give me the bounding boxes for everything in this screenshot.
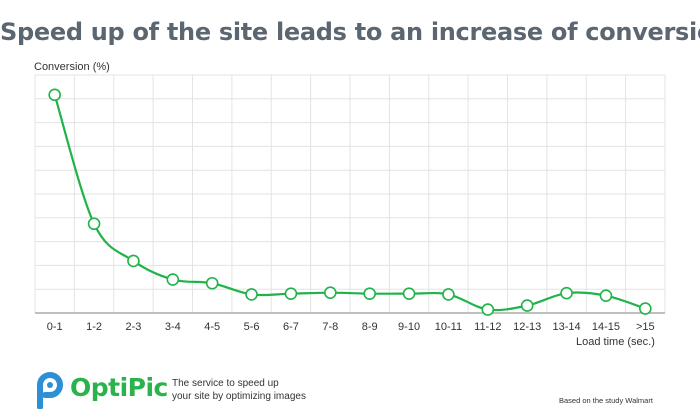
line-chart: 0-1 1-2 2-3 3-4 4-5 5-6 6-7 7-8 8-9 9-10 10-11 11-1… bbox=[34, 74, 666, 333]
x-tick-labels: 0-1 1-2 2-3 3-4 4-5 5-6 6-7 7-8 8-9 9-10 10-11 11-1… bbox=[47, 321, 655, 333]
x-tick-label: 3-4 bbox=[165, 321, 181, 333]
x-tick-label: 6-7 bbox=[283, 321, 299, 333]
x-tick-label: 13-14 bbox=[552, 321, 580, 333]
optipic-brand-name: OptiPic bbox=[70, 373, 168, 402]
x-tick-label: 14-15 bbox=[592, 321, 620, 333]
data-point-4-5 bbox=[205, 276, 219, 290]
x-tick-label: >15 bbox=[636, 321, 655, 333]
data-point-5-6 bbox=[245, 288, 258, 301]
tagline-line-1: The service to speed up bbox=[172, 378, 279, 389]
x-tick-label: 0-1 bbox=[47, 321, 63, 333]
optipic-logo-icon bbox=[37, 372, 63, 409]
x-tick-label: 4-5 bbox=[204, 321, 220, 333]
data-point-8-9 bbox=[363, 287, 376, 300]
x-tick-label: 12-13 bbox=[513, 321, 541, 333]
x-tick-label: 10-11 bbox=[435, 321, 462, 333]
data-point-11-12 bbox=[481, 303, 495, 316]
x-tick-label: 5-6 bbox=[244, 321, 260, 333]
brand-tagline: The service to speed up your site by opt… bbox=[172, 377, 306, 403]
data-point-9-10 bbox=[402, 287, 416, 300]
chart-title: Speed up of the site leads to an increas… bbox=[0, 18, 700, 46]
x-tick-label: 8-9 bbox=[362, 321, 378, 333]
data-point-2-3 bbox=[127, 254, 140, 268]
data-point-7-8 bbox=[324, 286, 337, 299]
x-tick-label: 7-8 bbox=[322, 321, 338, 333]
tagline-line-2: your site by optimizing images bbox=[172, 391, 306, 402]
chart-grid bbox=[34, 74, 666, 314]
y-axis-label: Conversion (%) bbox=[34, 61, 110, 73]
data-point-12-13 bbox=[520, 299, 534, 312]
data-point-13-14 bbox=[560, 286, 573, 300]
x-tick-label: 1-2 bbox=[86, 321, 102, 333]
optipic-logo[interactable]: OptiPic bbox=[34, 369, 168, 409]
data-point-1-2 bbox=[87, 217, 101, 231]
data-point-0-1 bbox=[48, 88, 61, 102]
data-point-6-7 bbox=[284, 287, 298, 300]
data-point-10-11 bbox=[442, 288, 455, 301]
x-tick-label: 9-10 bbox=[398, 321, 420, 333]
data-point-14-15 bbox=[599, 289, 613, 302]
data-point->15 bbox=[639, 302, 652, 315]
x-tick-label: 11-12 bbox=[474, 321, 501, 333]
series-points bbox=[48, 88, 652, 316]
x-tick-label: 2-3 bbox=[125, 321, 141, 333]
data-point-3-4 bbox=[166, 273, 180, 286]
x-axis-label: Load time (sec.) bbox=[576, 336, 655, 348]
source-credit: Based on the study Walmart bbox=[559, 396, 653, 405]
